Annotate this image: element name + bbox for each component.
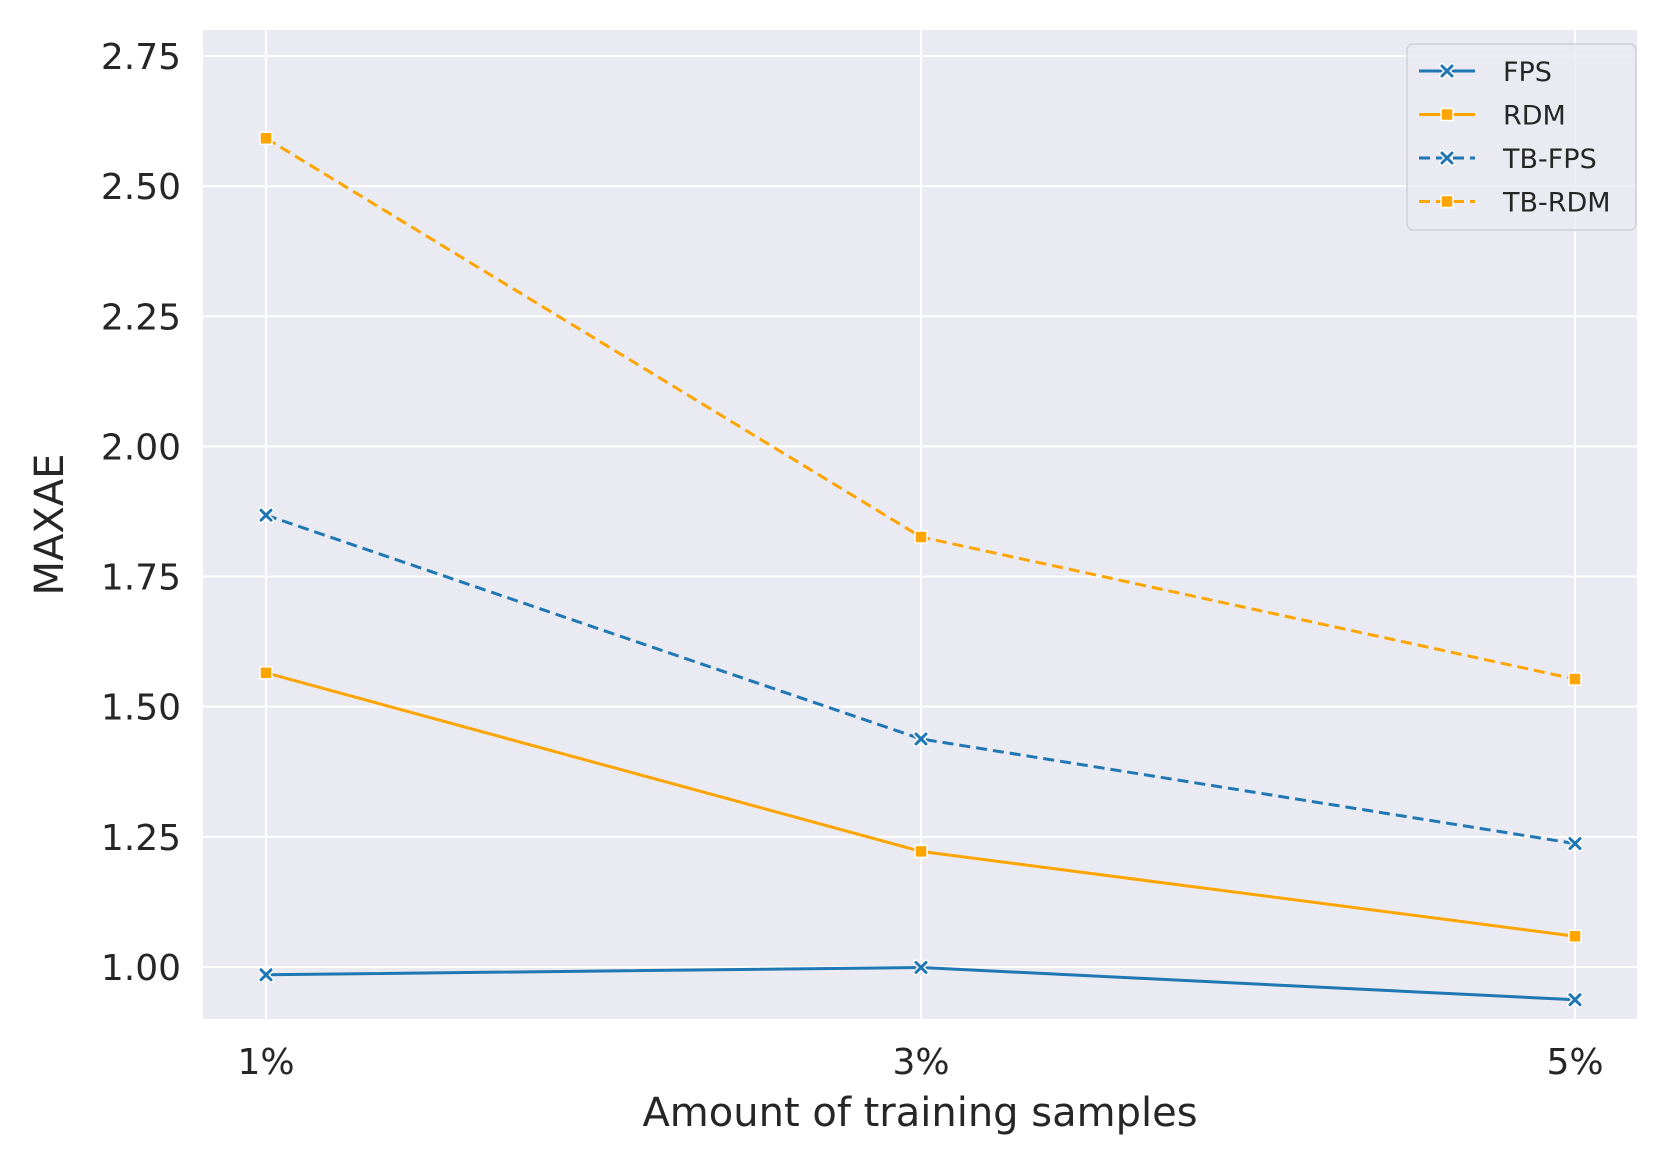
marker-stroke	[259, 508, 273, 522]
series-tb-rdm	[259, 131, 1582, 686]
y-tick-label: 2.25	[101, 297, 181, 338]
y-tick-label: 2.75	[101, 37, 181, 78]
data-point-fps	[913, 959, 929, 976]
y-tick-label: 1.50	[101, 688, 181, 729]
data-point-fps	[258, 966, 274, 983]
series-group	[258, 131, 1583, 1008]
series-rdm	[259, 666, 1582, 943]
legend-label: FPS	[1503, 57, 1552, 88]
marker-stroke	[259, 968, 273, 982]
data-point-tb-rdm	[914, 530, 928, 544]
legend-box	[1406, 43, 1637, 231]
y-axis-ticks: 1.00 1.25 1.50 1.75 2.00 2.25 2.50 2.75	[101, 37, 181, 989]
x-axis-ticks: 1% 3% 5%	[237, 1042, 1603, 1083]
marker-stroke	[1440, 151, 1454, 165]
legend-marker	[1439, 63, 1455, 79]
data-point-rdm	[259, 666, 273, 680]
series-fps	[258, 959, 1583, 1008]
marker-stroke	[1568, 993, 1582, 1007]
legend-marker	[1439, 150, 1455, 166]
data-point-tb-fps	[258, 507, 274, 524]
legend-item-rdm: RDM	[1419, 101, 1566, 132]
legend-label: RDM	[1503, 101, 1566, 132]
y-axis-label: MAXAE	[27, 454, 73, 596]
x-tick-label: 3%	[892, 1042, 949, 1083]
data-point-tb-fps	[913, 730, 929, 747]
legend-item-fps: FPS	[1419, 57, 1552, 88]
marker-stroke	[1568, 837, 1582, 851]
y-tick-label: 1.25	[101, 818, 181, 859]
legend-marker	[1440, 194, 1454, 209]
data-point-fps	[1567, 991, 1583, 1008]
x-tick-label: 1%	[237, 1042, 294, 1083]
marker-stroke	[914, 732, 928, 746]
series-line-tb-fps	[265, 513, 1576, 846]
data-point-tb-fps	[1567, 835, 1583, 852]
legend-item-tb-fps: TB-FPS	[1419, 144, 1597, 175]
legend-marker	[1440, 107, 1454, 122]
legend: FPS RDM TB-FPS TB-RDM	[1406, 43, 1637, 231]
legend-label: TB-FPS	[1502, 144, 1597, 175]
data-point-rdm	[1568, 929, 1582, 943]
x-tick-label: 5%	[1546, 1042, 1603, 1083]
data-point-tb-rdm	[1568, 672, 1582, 686]
y-tick-label: 2.50	[101, 167, 181, 208]
x-axis-label: Amount of training samples	[642, 1090, 1197, 1136]
marker-stroke	[914, 960, 928, 974]
legend-label: TB-RDM	[1502, 188, 1611, 219]
y-tick-label: 1.00	[101, 948, 181, 989]
data-point-rdm	[914, 844, 928, 859]
legend-item-tb-rdm: TB-RDM	[1419, 188, 1611, 219]
marker-stroke	[1440, 64, 1454, 78]
series-tb-fps	[258, 507, 1583, 852]
data-point-tb-rdm	[259, 131, 273, 146]
y-tick-label: 2.00	[101, 427, 181, 468]
y-tick-label: 1.75	[101, 558, 181, 599]
